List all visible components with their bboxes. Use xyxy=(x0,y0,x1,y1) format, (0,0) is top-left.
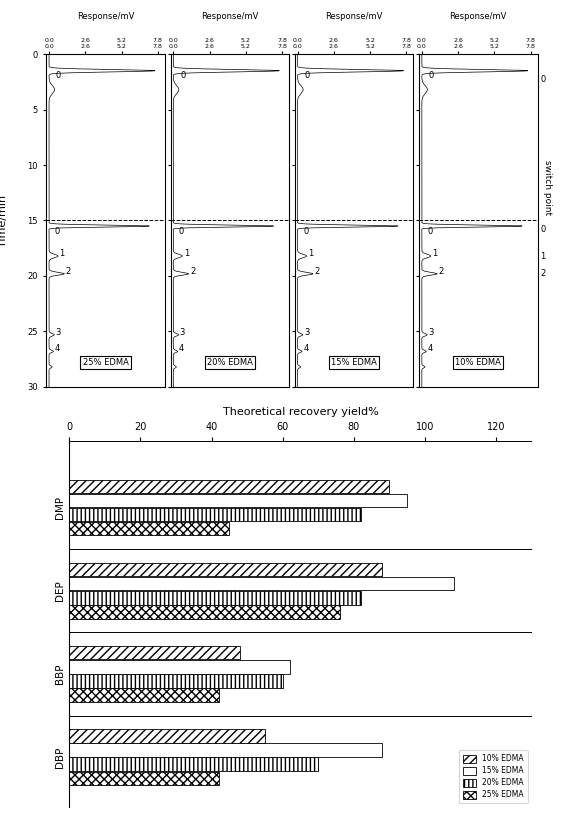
Bar xyxy=(69,479,390,493)
Text: 1: 1 xyxy=(60,249,65,258)
Text: 4: 4 xyxy=(54,344,60,354)
Bar xyxy=(69,577,454,591)
Text: 0: 0 xyxy=(54,227,60,235)
Text: 1: 1 xyxy=(540,252,546,261)
Bar xyxy=(69,729,265,743)
Text: 0: 0 xyxy=(540,225,546,234)
Bar xyxy=(69,591,361,605)
Text: 3: 3 xyxy=(55,328,61,337)
X-axis label: Theoretical recovery yield%: Theoretical recovery yield% xyxy=(223,407,379,417)
Text: 2: 2 xyxy=(314,267,320,275)
Bar xyxy=(69,757,318,771)
Text: 2: 2 xyxy=(540,269,546,278)
Bar xyxy=(69,660,290,674)
Text: 2: 2 xyxy=(66,267,71,275)
Text: 0: 0 xyxy=(429,72,434,81)
Text: 2: 2 xyxy=(190,267,195,275)
X-axis label: Response/mV: Response/mV xyxy=(325,12,383,21)
Text: 3: 3 xyxy=(304,328,309,337)
Text: 4: 4 xyxy=(179,344,184,354)
Text: 10% EDMA: 10% EDMA xyxy=(455,358,501,367)
Text: 4: 4 xyxy=(427,344,433,354)
Text: 0: 0 xyxy=(179,227,184,235)
Bar xyxy=(69,562,383,577)
Text: 20% EDMA: 20% EDMA xyxy=(207,358,253,367)
Text: 15% EDMA: 15% EDMA xyxy=(331,358,377,367)
Bar xyxy=(69,688,218,702)
Bar xyxy=(69,605,340,619)
Text: switch point: switch point xyxy=(543,160,553,215)
Text: 0: 0 xyxy=(303,227,309,235)
X-axis label: Response/mV: Response/mV xyxy=(450,12,507,21)
Legend: 10% EDMA, 15% EDMA, 20% EDMA, 25% EDMA: 10% EDMA, 15% EDMA, 20% EDMA, 25% EDMA xyxy=(459,750,528,803)
Text: 0: 0 xyxy=(180,72,186,81)
Bar xyxy=(69,522,229,536)
Text: 1: 1 xyxy=(432,249,438,258)
Text: 25% EDMA: 25% EDMA xyxy=(83,358,128,367)
X-axis label: Response/mV: Response/mV xyxy=(201,12,258,21)
Text: Time/min: Time/min xyxy=(0,195,8,246)
Text: 4: 4 xyxy=(303,344,309,354)
Bar xyxy=(69,674,283,688)
Text: 0: 0 xyxy=(56,72,61,81)
Text: 0: 0 xyxy=(305,72,310,81)
Bar xyxy=(69,771,218,785)
Text: 0: 0 xyxy=(427,227,433,235)
Bar xyxy=(69,646,240,660)
Text: 3: 3 xyxy=(180,328,185,337)
X-axis label: Response/mV: Response/mV xyxy=(77,12,134,21)
Text: 1: 1 xyxy=(308,249,313,258)
Text: 3: 3 xyxy=(428,328,434,337)
Text: 2: 2 xyxy=(439,267,444,275)
Bar xyxy=(69,743,383,757)
Text: 0: 0 xyxy=(540,75,546,84)
Text: 1: 1 xyxy=(184,249,189,258)
Bar xyxy=(69,493,407,508)
Bar xyxy=(69,508,361,522)
